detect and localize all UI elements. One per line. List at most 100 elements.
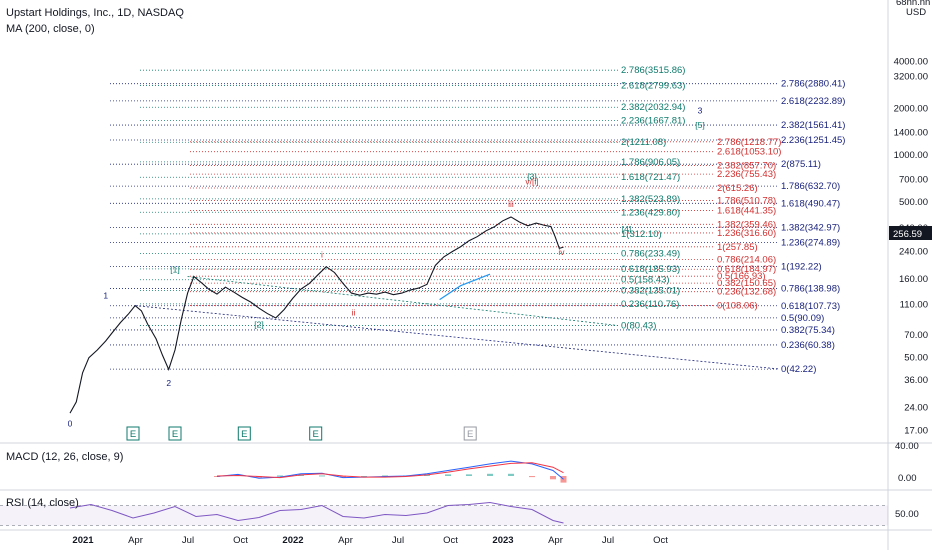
trendline — [187, 276, 619, 326]
macd-axis: 40.00 0.00 — [895, 441, 919, 484]
time-axis[interactable]: 2021 Apr Jul Oct 2022 Apr Jul Oct 2023 Apr Jul Oct — [72, 535, 668, 546]
x-tick-label: 2023 — [492, 535, 513, 546]
wave-label: 0 — [68, 419, 73, 429]
fib-teal-label: 2.618(2799.63) — [621, 81, 685, 92]
fib-red-label: 0.786(214.06) — [717, 254, 776, 265]
x-tick-label: Apr — [128, 535, 143, 546]
ma-200-line — [439, 273, 491, 301]
fib-teal-label: 1.618(721.47) — [621, 172, 680, 183]
earnings-box — [463, 426, 477, 441]
fib-red-label: 2.618(1053.10) — [717, 147, 781, 158]
price-series — [69, 216, 564, 414]
fib-teal-label: 2(1211.08) — [621, 137, 666, 148]
x-tick-label: Oct — [233, 535, 248, 546]
y-tick-label: 17.00 — [904, 426, 928, 437]
rsi-pane — [0, 501, 888, 526]
x-tick-label: Jul — [392, 535, 404, 546]
fib-red-label: 0.618(184.97) — [717, 264, 776, 275]
fib-red-label: 1.382(359.46) — [717, 219, 776, 230]
earnings-box — [237, 426, 251, 441]
wave-label: 3 — [698, 106, 703, 116]
rsi-axis-mid: 50.00 — [895, 509, 919, 520]
currency-top-label: 68nn.nn — [896, 0, 930, 8]
rsi-indicator-label: RSI (14, close) — [6, 497, 79, 509]
fib-red-label: 2(615.26) — [717, 183, 758, 194]
macd-histogram-bar — [529, 476, 535, 478]
fib-blue-label: 0.5(90.09) — [781, 313, 824, 324]
fib-blue-label: 2.786(2880.41) — [781, 79, 845, 90]
last-price-tag: 256.59 — [889, 226, 932, 240]
fib-teal-label: 2.786(3515.86) — [621, 65, 685, 76]
y-tick-label: 500.00 — [899, 197, 928, 208]
fib-red-label: 0.236(132.68) — [717, 287, 776, 298]
wave-label: [5] — [695, 120, 704, 130]
wave-label: iii — [508, 199, 514, 209]
fib-levels: 2.786(2880.41) 2.618(2232.89) 2.382(1561.4… — [110, 65, 845, 375]
earnings-box — [168, 426, 182, 441]
fib-teal-label: 2.236(1667.81) — [621, 116, 685, 127]
fib-teal-label: 1.236(429.80) — [621, 207, 680, 218]
x-tick-label: Jul — [182, 535, 194, 546]
earnings-marker: E — [463, 426, 477, 441]
x-tick-label: Oct — [443, 535, 458, 546]
macd-axis-zero: 0.00 — [898, 473, 917, 484]
fib-blue-label: 0.786(138.98) — [781, 284, 840, 295]
fib-teal-label: 0(80.43) — [621, 321, 656, 332]
y-tick-label: 3200.00 — [894, 72, 928, 83]
wave-label: v/[i] — [525, 176, 538, 186]
wave-label: 1 — [103, 290, 108, 300]
fib-blue-label: 2.236(1251.45) — [781, 135, 845, 146]
earnings-letter: E — [172, 429, 178, 440]
earnings-marker: E — [309, 426, 323, 441]
macd-histogram-bar — [508, 473, 514, 476]
y-tick-label: 110.00 — [900, 299, 928, 310]
macd-histogram-bar — [277, 475, 283, 477]
macd-axis-top: 40.00 — [895, 441, 919, 452]
rsi-line — [69, 501, 564, 524]
fib-blue-label: 1(192.22) — [781, 262, 822, 273]
fib-red-label: 1.618(441.35) — [717, 205, 776, 216]
earnings-letter: E — [313, 429, 319, 440]
fib-blue-label: 1.382(342.97) — [781, 223, 840, 234]
macd-pane — [214, 460, 567, 483]
earnings-box — [309, 426, 323, 441]
x-tick-label: 2021 — [72, 535, 94, 546]
y-tick-label: 1400.00 — [894, 127, 928, 138]
wave-label: [2] — [254, 320, 263, 330]
y-tick-label: 1000.00 — [894, 150, 928, 161]
macd-indicator-label: MACD (12, 26, close, 9) — [6, 451, 123, 463]
fib-teal-label: 1.382(523.89) — [621, 194, 680, 205]
macd-histogram-bar — [550, 476, 556, 480]
fib-red-label: 0(108.06) — [717, 301, 758, 312]
wave-label: [3] — [527, 171, 536, 181]
macd-histogram-bar — [424, 474, 430, 476]
earnings-marker: E — [237, 426, 251, 441]
fib-teal-label: 1.786(906.05) — [621, 157, 680, 168]
x-tick-label: Apr — [548, 535, 563, 546]
wave-label: [1] — [170, 265, 179, 275]
trendline — [135, 305, 781, 370]
ma-200-line — [439, 273, 491, 301]
wave-label: 2 — [166, 378, 171, 388]
fib-red-label: 1.236(316.60) — [717, 228, 776, 239]
rsi-band — [0, 505, 888, 526]
macd-histogram-bar — [340, 476, 346, 478]
fib-blue-label: 1.618(490.47) — [781, 198, 840, 209]
fib-teal-label: 0.5(158.43) — [621, 275, 670, 286]
earnings-marker: E — [126, 426, 140, 441]
y-tick-label: 160.00 — [899, 274, 928, 285]
fib-red-label: 1(257.85) — [717, 242, 758, 253]
y-tick-label: 24.00 — [904, 402, 928, 413]
macd-histogram-bar — [487, 473, 493, 476]
fib-red-label: 2.786(1218.77) — [717, 137, 781, 148]
fib-blue-label: 2.618(2232.89) — [781, 96, 845, 107]
earnings-letter: E — [130, 429, 136, 440]
macd-histogram-bar — [382, 475, 388, 477]
symbol-title: Upstart Holdings, Inc., 1D, NASDAQ — [6, 7, 184, 19]
fib-blue-label: 2.382(1561.41) — [781, 120, 845, 131]
fib-red-label: 2.236(755.43) — [717, 169, 776, 180]
